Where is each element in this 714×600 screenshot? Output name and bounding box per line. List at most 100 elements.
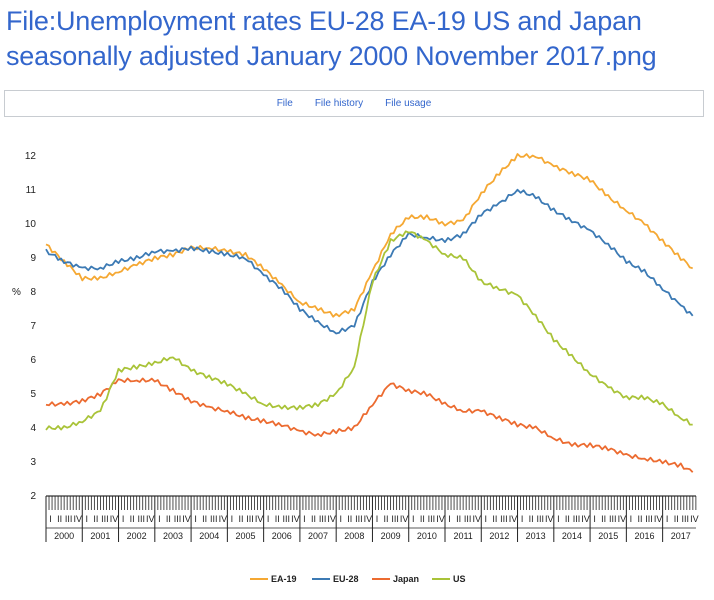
year-label: 2011: [453, 531, 472, 541]
quarter-label: III: [319, 514, 327, 524]
year-label: 2002: [127, 531, 147, 541]
legend-label: US: [453, 574, 466, 584]
quarter-label: II: [275, 514, 280, 524]
quarter-label: II: [529, 514, 534, 524]
quarter-label: II: [384, 514, 389, 524]
year-label: 2007: [308, 531, 328, 541]
y-tick-label: 11: [26, 185, 37, 196]
quarter-label: III: [682, 514, 690, 524]
quarter-label: IV: [618, 514, 627, 524]
tab-file[interactable]: File: [276, 98, 293, 109]
quarter-label: III: [246, 514, 254, 524]
quarter-label: II: [93, 514, 98, 524]
quarter-label: IV: [654, 514, 663, 524]
legend-label: EU-28: [333, 574, 359, 584]
quarter-label: IV: [509, 514, 518, 524]
quarter-label: IV: [327, 514, 336, 524]
y-tick-label: 7: [30, 321, 36, 332]
quarter-label: I: [158, 514, 161, 524]
y-tick-label: 6: [30, 355, 36, 366]
quarter-label: I: [231, 514, 234, 524]
quarter-label: IV: [436, 514, 445, 524]
quarter-label: I: [122, 514, 125, 524]
year-label: 2000: [54, 531, 74, 541]
year-label: 2005: [235, 531, 255, 541]
quarter-label: II: [238, 514, 243, 524]
quarter-label: I: [267, 514, 270, 524]
quarter-label: III: [101, 514, 109, 524]
quarter-label: I: [86, 514, 89, 524]
year-label: 2016: [634, 531, 654, 541]
quarter-label: IV: [400, 514, 409, 524]
quarter-label: I: [485, 514, 488, 524]
page-title: File:Unemployment rates EU-28 EA-19 US a…: [6, 6, 657, 71]
quarter-label: IV: [255, 514, 264, 524]
legend-label: Japan: [393, 574, 419, 584]
quarter-label: IV: [472, 514, 481, 524]
y-tick-label: 9: [30, 253, 36, 264]
quarter-label: II: [57, 514, 62, 524]
quarter-label: III: [500, 514, 508, 524]
y-tick-label: 2: [30, 491, 36, 502]
quarter-label: III: [536, 514, 544, 524]
quarter-label: III: [464, 514, 472, 524]
quarter-label: I: [521, 514, 524, 524]
quarter-label: II: [311, 514, 316, 524]
quarter-label: IV: [364, 514, 373, 524]
year-label: 2013: [526, 531, 546, 541]
quarter-label: I: [376, 514, 379, 524]
quarter-label: I: [448, 514, 451, 524]
quarter-label: III: [645, 514, 653, 524]
quarter-label: I: [303, 514, 306, 524]
year-label: 2010: [417, 531, 437, 541]
year-label: 2003: [163, 531, 183, 541]
y-axis: 2 3 4 5 6 7 8 9 10 11 12%: [12, 151, 36, 502]
quarter-label: III: [391, 514, 399, 524]
quarter-label: II: [130, 514, 135, 524]
series-line-eu28: [45, 188, 694, 335]
year-label: 2001: [90, 531, 110, 541]
quarter-label: IV: [146, 514, 155, 524]
y-tick-label: 4: [30, 423, 36, 434]
quarter-label: II: [420, 514, 425, 524]
quarter-label: II: [601, 514, 606, 524]
y-tick-label: 10: [25, 219, 37, 230]
quarter-label: I: [194, 514, 197, 524]
quarter-label: I: [630, 514, 633, 524]
year-label: 2017: [671, 531, 691, 541]
quarter-label: I: [412, 514, 415, 524]
quarter-label: III: [137, 514, 145, 524]
quarter-label: IV: [110, 514, 119, 524]
quarter-label: III: [174, 514, 182, 524]
quarter-label: I: [666, 514, 669, 524]
quarter-label: IV: [545, 514, 554, 524]
quarter-label: III: [573, 514, 581, 524]
series-line-us: [45, 230, 693, 431]
quarter-label: IV: [182, 514, 191, 524]
quarter-label: III: [609, 514, 617, 524]
quarter-label: III: [355, 514, 363, 524]
quarter-label: IV: [581, 514, 590, 524]
tab-file-usage[interactable]: File usage: [385, 98, 432, 109]
file-tab-bar: File File history File usage: [4, 90, 704, 117]
series-line-japan: [45, 377, 694, 473]
legend: EA-19 EU-28 Japan US: [250, 574, 466, 584]
quarter-label: II: [492, 514, 497, 524]
legend-label: EA-19: [271, 574, 297, 584]
tab-file-history[interactable]: File history: [314, 98, 364, 109]
y-tick-label: 3: [30, 457, 36, 468]
quarter-label: IV: [219, 514, 228, 524]
quarter-label: II: [637, 514, 642, 524]
quarter-label: IV: [73, 514, 82, 524]
y-tick-label: 12: [25, 151, 37, 162]
quarter-label: II: [202, 514, 207, 524]
quarter-label: III: [283, 514, 291, 524]
quarter-label: II: [565, 514, 570, 524]
y-axis-label: %: [12, 287, 21, 298]
quarter-label: II: [166, 514, 171, 524]
quarter-label: IV: [690, 514, 699, 524]
quarter-label: IV: [291, 514, 300, 524]
quarter-label: I: [339, 514, 342, 524]
quarter-label: III: [210, 514, 218, 524]
